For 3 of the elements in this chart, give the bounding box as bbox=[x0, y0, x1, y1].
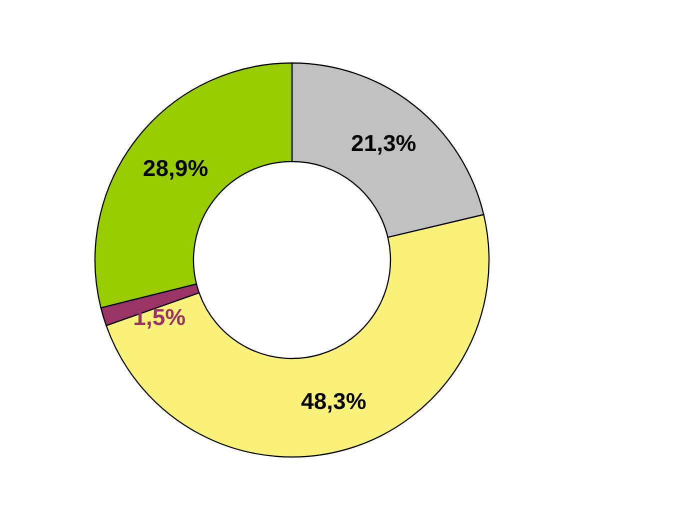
data-label: 48,3% bbox=[301, 388, 366, 414]
data-label: 21,3% bbox=[351, 130, 416, 156]
data-label: 28,9% bbox=[142, 155, 208, 182]
